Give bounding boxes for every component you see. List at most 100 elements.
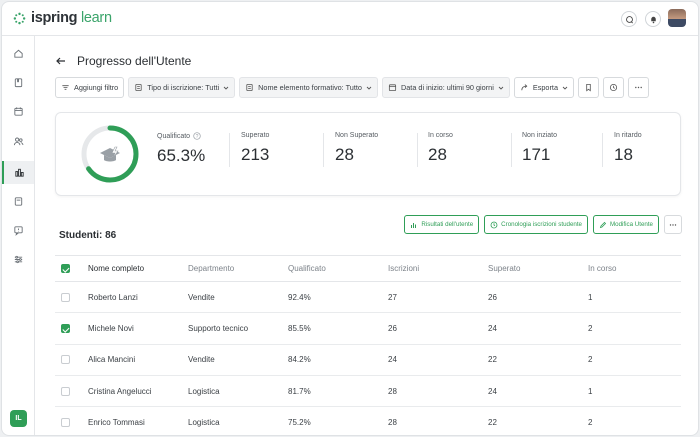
students-count: Studenti: 86 — [59, 230, 117, 241]
chevron-down-icon — [562, 86, 568, 90]
top-bar: ispring learn — [2, 2, 698, 36]
column-header[interactable]: In corso — [588, 255, 681, 282]
row-checkbox[interactable] — [61, 355, 70, 365]
table-cell: 81.7% — [288, 375, 388, 408]
table-row[interactable]: Cristina Angelucci Logistica 81.7% 28 24 1 — [55, 375, 681, 408]
select-all-checkbox[interactable] — [61, 264, 70, 274]
table-row[interactable]: Roberto Lanzi Vendite 92.4% 27 26 1 — [55, 281, 681, 314]
schedule-button[interactable] — [603, 77, 625, 98]
calendar-icon — [388, 84, 397, 92]
row-checkbox[interactable] — [61, 324, 70, 334]
table-cell: 22 — [488, 344, 588, 376]
more-dots-icon — [669, 223, 677, 226]
progress-ring — [81, 125, 139, 183]
sidebar-tasks-icon[interactable] — [9, 192, 28, 211]
export-button[interactable]: Esporta — [513, 77, 575, 98]
enrollment-history-button[interactable]: Cronologia iscrizioni studente — [484, 215, 588, 234]
table-cell: 2 — [588, 406, 681, 435]
sidebar-reports-icon[interactable] — [2, 161, 34, 184]
table-cell: Logistica — [188, 406, 288, 435]
chart-icon — [411, 222, 417, 228]
table-cell: 26 — [488, 281, 588, 314]
chevron-down-icon — [366, 86, 372, 90]
stats-card: Qualificato ? 65.3% Superato 213 Non Sup… — [55, 112, 681, 196]
share-icon — [521, 84, 528, 91]
table-row[interactable]: Enrico Tommasi Logistica 75.2% 28 22 2 — [55, 406, 681, 435]
table-cell: 24 — [388, 344, 488, 376]
table-cell: 1 — [588, 375, 681, 408]
table-cell: 24 — [488, 312, 588, 345]
stat-in-progress: In corso 28 — [428, 132, 453, 164]
learning-item-filter[interactable]: Nome elemento formativo: Tutto — [239, 77, 378, 98]
table-cell: Alica Mancini — [88, 344, 188, 376]
sidebar-home-icon[interactable] — [9, 44, 28, 63]
table-row[interactable]: Alica Mancini Vendite 84.2% 24 22 2 — [55, 344, 681, 376]
table-cell: Enrico Tommasi — [88, 406, 188, 435]
column-header[interactable]: Superato — [488, 255, 588, 282]
edit-user-button[interactable]: Modifica Utente — [593, 215, 659, 234]
row-checkbox[interactable] — [61, 418, 70, 428]
enrollment-type-filter[interactable]: Tipo di iscrizione: Tutti — [128, 77, 236, 98]
row-checkbox[interactable] — [61, 292, 70, 302]
chat-icon[interactable] — [621, 11, 637, 27]
table-cell: Logistica — [188, 375, 288, 408]
user-avatar[interactable] — [668, 9, 686, 27]
filter-lines-icon — [62, 85, 69, 90]
sidebar-users-icon[interactable] — [9, 132, 28, 151]
table-cell: 92.4% — [288, 281, 388, 314]
bell-icon[interactable] — [645, 11, 661, 27]
user-results-button[interactable]: Risultati dell'utente — [404, 215, 480, 234]
more-actions-button[interactable] — [664, 215, 682, 234]
action-bar: Risultati dell'utente Cronologia iscrizi… — [404, 215, 682, 234]
column-header[interactable]: Iscrizioni — [388, 255, 488, 282]
table-cell: Supporto tecnico — [188, 312, 288, 345]
bookmark-button[interactable] — [578, 77, 600, 98]
column-header[interactable]: Qualificato — [288, 255, 388, 282]
sidebar-book-icon[interactable] — [9, 73, 28, 92]
column-header[interactable]: Departmento — [188, 255, 288, 282]
chevron-down-icon — [498, 86, 504, 90]
table-cell: 1 — [588, 281, 681, 314]
students-table: Nome completo Departmento Qualificato Is… — [55, 255, 681, 435]
clock-icon — [609, 83, 618, 92]
table-header-row: Nome completo Departmento Qualificato Is… — [55, 255, 681, 282]
logo-mark-icon — [13, 12, 26, 24]
table-cell: 28 — [388, 375, 488, 408]
table-cell: 22 — [488, 406, 588, 435]
table-cell: Michele Novi — [88, 312, 188, 345]
brand-logo[interactable]: ispring learn — [13, 10, 112, 26]
document-icon — [135, 83, 142, 92]
row-checkbox[interactable] — [61, 386, 70, 396]
sidebar-settings-icon[interactable] — [9, 250, 28, 269]
filter-bar: Aggiungi filtro Tipo di iscrizione: Tutt… — [55, 77, 650, 99]
graduation-cap-icon — [100, 146, 120, 162]
document-icon — [246, 83, 253, 92]
table-row[interactable]: Michele Novi Supporto tecnico 85.5% 26 24 2 — [55, 312, 681, 345]
sidebar-messages-icon[interactable] — [9, 221, 28, 240]
table-cell: Vendite — [188, 344, 288, 376]
help-icon[interactable]: ? — [193, 132, 201, 140]
table-cell: 75.2% — [288, 406, 388, 435]
stat-failed: Non Superato 28 — [335, 132, 379, 164]
stat-qualified: Qualificato ? 65.3% — [157, 132, 206, 165]
column-header[interactable]: Nome completo — [88, 255, 188, 282]
table-cell: 85.5% — [288, 312, 388, 345]
table-cell: Roberto Lanzi — [88, 281, 188, 314]
back-arrow-icon[interactable] — [54, 54, 68, 68]
table-cell: 2 — [588, 344, 681, 376]
svg-text:?: ? — [196, 134, 199, 140]
bookmark-icon — [586, 83, 591, 92]
stat-overdue: In ritardo 18 — [614, 132, 642, 164]
start-date-filter[interactable]: Data di inizio: ultimi 90 giorni — [381, 77, 510, 98]
table-cell: Cristina Angelucci — [88, 375, 188, 408]
current-user-badge[interactable]: IL — [10, 410, 27, 427]
page-title: Progresso dell'Utente — [77, 54, 192, 68]
table-cell: 28 — [388, 406, 488, 435]
add-filter-button[interactable]: Aggiungi filtro — [55, 77, 125, 98]
more-dots-icon — [635, 86, 642, 89]
stat-passed: Superato 213 — [241, 132, 270, 164]
sidebar-calendar-icon[interactable] — [9, 102, 28, 121]
chevron-down-icon — [223, 86, 229, 90]
more-options-button[interactable] — [628, 77, 650, 98]
